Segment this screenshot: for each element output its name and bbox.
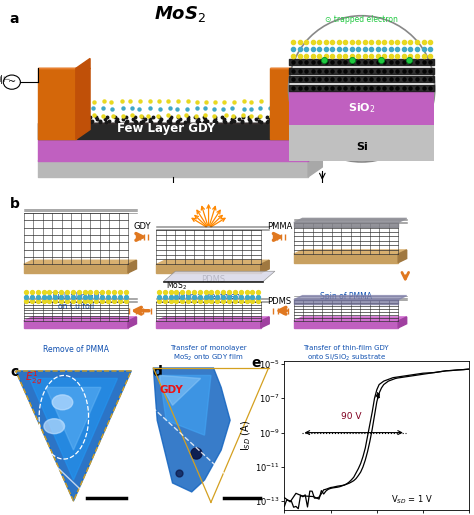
Polygon shape	[153, 368, 230, 492]
Text: Few Layer GDY: Few Layer GDY	[117, 122, 215, 135]
Polygon shape	[294, 321, 398, 328]
Text: Thick film GDY
on Cu foil: Thick film GDY on Cu foil	[48, 292, 104, 311]
Polygon shape	[308, 59, 322, 140]
Text: MoS$_2$: MoS$_2$	[166, 280, 187, 292]
Y-axis label: I$_{SD}$ (A): I$_{SD}$ (A)	[240, 420, 254, 451]
Polygon shape	[160, 375, 201, 405]
Text: Transfer of monolayer
MoS$_2$ onto GDY film: Transfer of monolayer MoS$_2$ onto GDY f…	[170, 345, 247, 363]
Polygon shape	[160, 375, 211, 435]
Text: PDMS: PDMS	[268, 297, 292, 306]
Polygon shape	[29, 379, 118, 480]
Text: V$_{SD}$ = 1 V: V$_{SD}$ = 1 V	[391, 493, 433, 506]
Polygon shape	[294, 254, 398, 263]
Polygon shape	[156, 264, 261, 273]
Polygon shape	[38, 151, 322, 161]
Text: PMMA: PMMA	[267, 222, 292, 231]
Polygon shape	[38, 68, 76, 140]
Text: a: a	[9, 12, 19, 26]
Polygon shape	[294, 296, 407, 300]
Polygon shape	[24, 321, 128, 328]
Ellipse shape	[44, 419, 64, 434]
Polygon shape	[76, 59, 90, 140]
Text: ~: ~	[8, 77, 16, 87]
Polygon shape	[261, 260, 269, 273]
Text: GDY: GDY	[134, 222, 151, 231]
Polygon shape	[128, 317, 137, 328]
Polygon shape	[156, 260, 269, 264]
Text: Si: Si	[356, 142, 367, 151]
FancyBboxPatch shape	[290, 125, 434, 161]
Polygon shape	[261, 317, 269, 328]
Ellipse shape	[52, 395, 73, 410]
Text: ⊙ trapped electron: ⊙ trapped electron	[325, 15, 398, 24]
Text: MoS$_2$: MoS$_2$	[154, 4, 206, 24]
Polygon shape	[16, 371, 131, 501]
Text: Remove of PMMA: Remove of PMMA	[43, 345, 109, 354]
Polygon shape	[164, 271, 275, 282]
Polygon shape	[308, 129, 322, 161]
Polygon shape	[24, 260, 137, 264]
Text: 90 V: 90 V	[341, 413, 362, 421]
Text: e: e	[251, 356, 261, 370]
Polygon shape	[270, 68, 308, 140]
Text: c: c	[10, 365, 18, 379]
Polygon shape	[398, 317, 407, 328]
Polygon shape	[128, 260, 137, 273]
Polygon shape	[294, 300, 398, 304]
Text: $E^1_{2g}$: $E^1_{2g}$	[25, 370, 43, 387]
Text: PDMS: PDMS	[201, 274, 225, 284]
Text: Transfer of thin-film GDY
onto Si/SiO$_2$ substrate: Transfer of thin-film GDY onto Si/SiO$_2…	[303, 345, 389, 363]
Polygon shape	[308, 151, 322, 177]
Polygon shape	[46, 387, 101, 450]
FancyBboxPatch shape	[290, 91, 434, 125]
Polygon shape	[294, 218, 407, 222]
Polygon shape	[24, 317, 137, 321]
Text: GDY: GDY	[160, 385, 183, 396]
Polygon shape	[24, 264, 128, 273]
Polygon shape	[294, 250, 407, 254]
Circle shape	[289, 16, 435, 162]
Polygon shape	[156, 317, 269, 321]
Text: b: b	[9, 197, 19, 211]
Text: Plasma Treatment: Plasma Treatment	[174, 292, 243, 301]
Text: d: d	[152, 365, 162, 379]
Polygon shape	[398, 250, 407, 263]
Text: Spin of PMMA: Spin of PMMA	[320, 292, 372, 301]
Text: ⊣|⊢: ⊣|⊢	[0, 75, 11, 84]
Text: SiO$_2$: SiO$_2$	[348, 101, 375, 115]
Polygon shape	[156, 321, 261, 328]
Polygon shape	[294, 222, 398, 227]
Polygon shape	[294, 317, 407, 321]
